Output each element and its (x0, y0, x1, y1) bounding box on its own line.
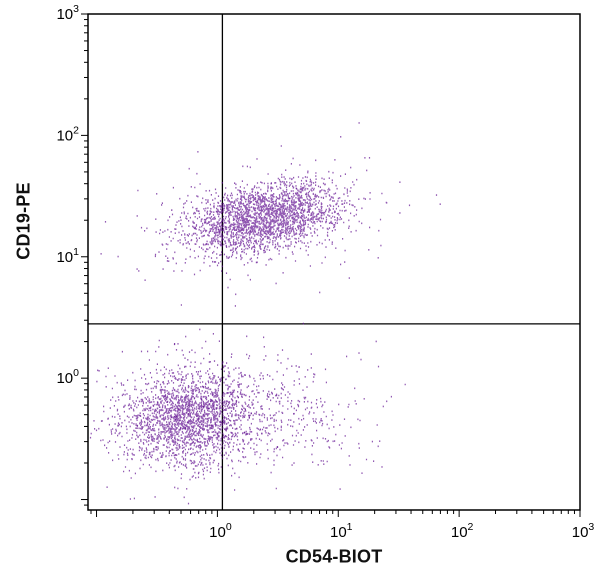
cd19-positive-core (136, 157, 401, 277)
tick-label: 101 (56, 246, 79, 266)
cd19-positive-halo (100, 122, 441, 383)
tick-label: 103 (56, 3, 79, 23)
tick-label: 102 (56, 124, 79, 144)
y-tick-labels: 100 101 102 103 (56, 3, 79, 387)
x-axis-label: CD54-BIOT (285, 546, 383, 567)
tick-label: 100 (56, 367, 79, 387)
tick-label: 100 (209, 521, 232, 541)
cd19-negative-core (89, 343, 293, 505)
axis-ticks (81, 13, 581, 517)
tick-label: 101 (330, 521, 353, 541)
x-tick-labels: 100 101 102 103 (209, 521, 594, 541)
cd19-negative-halo (90, 335, 383, 500)
tick-label: 103 (572, 521, 595, 541)
tick-label: 102 (451, 521, 474, 541)
quadrant-gate (88, 14, 580, 510)
y-axis-label: CD19-PE (13, 182, 34, 260)
scatter-points (89, 122, 441, 505)
cd19-negative-tail (129, 322, 406, 491)
plot-border (87, 13, 581, 511)
